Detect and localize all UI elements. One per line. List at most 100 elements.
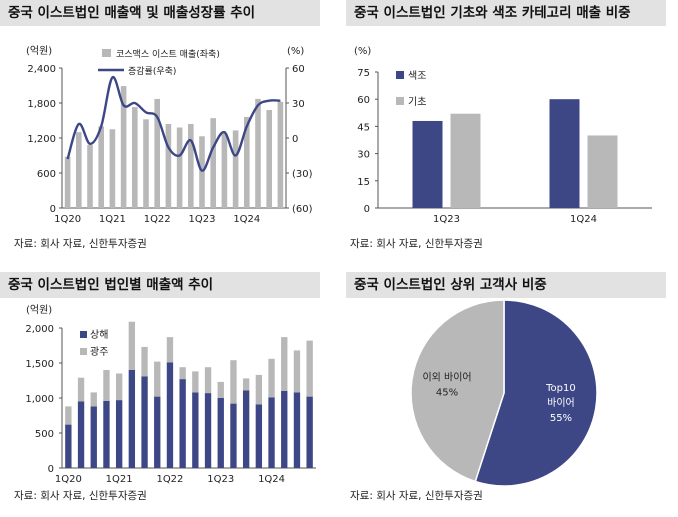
source-note: 자료: 회사 자료, 신한투자증권 (14, 490, 147, 502)
x-tick-label: 1Q23 (189, 214, 216, 225)
stacked-bar-광주 (293, 350, 301, 393)
stacked-bar-광주 (192, 371, 199, 393)
stacked-bar-상해 (293, 392, 301, 468)
pie-slice-label: 이외 바이어 (422, 371, 471, 383)
legend-label-growth: 증감률(우축) (128, 65, 176, 77)
y-tick-label: 0 (48, 464, 54, 475)
panel-title: 중국 이스트법인 상위 고객사 비중 (346, 272, 666, 298)
stacked-bar-상해 (115, 400, 123, 468)
stacked-bar-상해 (179, 379, 186, 468)
stacked-bar-상해 (230, 403, 237, 468)
right-tick-label: 30 (292, 99, 305, 110)
source-note: 자료: 회사 자료, 신한투자증권 (350, 490, 483, 502)
bar-기초 (587, 135, 618, 208)
panel-title: 중국 이스트법인 법인별 매출액 추이 (0, 272, 320, 298)
revenue-bar (64, 156, 71, 208)
source-note: 자료: 회사 자료, 신한투자증권 (14, 238, 147, 250)
stacked-bar-상해 (242, 390, 250, 468)
revenue-bar (98, 126, 104, 208)
revenue-bar (143, 119, 149, 208)
panel-title: 중국 이스트법인 매출액 및 매출성장률 추이 (0, 0, 320, 26)
legend-label-revenue: 코스맥스 이스트 매출(좌축) (116, 49, 220, 60)
legend-swatch-광주 (80, 348, 87, 355)
stacked-bar-광주 (154, 361, 161, 397)
revenue-bar (109, 129, 116, 208)
stacked-bar-광주 (242, 378, 250, 391)
revenue-bar (76, 132, 82, 208)
right-axis-unit: (%) (287, 46, 304, 57)
legend-swatch-색조 (396, 71, 404, 79)
revenue-bar (120, 86, 127, 208)
y-axis-unit: (억원) (26, 304, 52, 316)
bar-기초 (450, 113, 481, 208)
revenue-bar (165, 124, 172, 208)
stacked-bar-광주 (77, 377, 85, 402)
y-tick-label: 15 (357, 177, 370, 188)
stacked-bar-광주 (115, 373, 123, 401)
x-tick-label: 1Q23 (433, 214, 460, 225)
entity-revenue-chart: (억원) 0 500 1,000 1,500 2,000 1Q20 1Q21 1Q22 1Q23 1… (25, 304, 316, 485)
revenue-bar (87, 145, 93, 208)
pie-slice-label: 바이어 (547, 397, 575, 409)
stacked-bar-상해 (90, 406, 97, 468)
y-tick-label: 60 (357, 95, 370, 106)
revenue-bar (266, 110, 272, 208)
stacked-bar-상해 (154, 396, 161, 468)
left-tick-label: 1,800 (27, 99, 56, 110)
revenue-growth-chart: (억원) (%) 0 600 1,200 1,800 2,400 (60) (30) 0 30 60 1… (26, 45, 313, 225)
stacked-bar-광주 (204, 367, 212, 394)
left-axis-unit: (억원) (26, 45, 52, 57)
panel-top-customers: 중국 이스트법인 상위 고객사 비중 Top10 바이어 55% 이외 바이어 45% … (346, 272, 666, 517)
y-tick-label: 30 (357, 150, 370, 161)
panel-title: 중국 이스트법인 기초와 색조 카테고리 매출 비중 (346, 0, 666, 26)
left-tick-label: 2,400 (27, 64, 56, 75)
top-customers-pie: Top10 바이어 55% 이외 바이어 45% (410, 299, 598, 487)
stacked-bar-상해 (103, 400, 110, 468)
y-tick-label: 500 (35, 429, 54, 440)
stacked-bar-상해 (77, 401, 85, 468)
right-tick-label: 60 (292, 64, 305, 75)
stacked-bar-상해 (128, 370, 136, 468)
pie-slice-label: 45% (436, 387, 458, 398)
bar-색조 (412, 120, 443, 208)
y-tick-label: 45 (357, 122, 370, 133)
stacked-bar-상해 (268, 397, 275, 468)
pie-slice (474, 299, 598, 487)
y-tick-label: 0 (364, 204, 370, 215)
stacked-bar-광주 (217, 381, 224, 398)
legend-swatch-revenue (102, 49, 111, 57)
y-tick-label: 1,000 (25, 394, 54, 405)
stacked-bar-광주 (128, 321, 136, 370)
revenue-bar (132, 107, 138, 208)
right-tick-label: (60) (292, 204, 313, 215)
stacked-bar-광주 (268, 358, 275, 398)
x-tick-label: 1Q20 (55, 474, 82, 485)
revenue-bar (210, 118, 216, 208)
x-tick-label: 1Q24 (570, 214, 597, 225)
x-tick-label: 1Q22 (156, 474, 183, 485)
y-tick-label: 2,000 (25, 324, 54, 335)
stacked-bar-광주 (166, 337, 174, 363)
growth-rate-line (66, 76, 281, 172)
stacked-bar-상해 (204, 393, 212, 468)
revenue-bar (154, 98, 160, 208)
revenue-bar (176, 127, 183, 208)
right-tick-label: (30) (292, 169, 313, 180)
revenue-bar (255, 98, 261, 208)
revenue-bar (221, 133, 228, 208)
source-note: 자료: 회사 자료, 신한투자증권 (350, 238, 483, 250)
legend-swatch-기초 (396, 97, 404, 105)
left-tick-label: 600 (37, 169, 56, 180)
left-tick-label: 1,200 (27, 134, 56, 145)
stacked-bar-상해 (65, 424, 72, 468)
legend-swatch-상해 (80, 331, 87, 338)
revenue-bar (188, 124, 194, 208)
x-tick-label: 1Q24 (258, 474, 285, 485)
panel-category-mix: 중국 이스트법인 기초와 색조 카테고리 매출 비중 (%) 0 15 30 45 60 7… (346, 0, 666, 255)
x-tick-label: 1Q22 (144, 214, 171, 225)
y-axis-unit: (%) (354, 46, 371, 57)
stacked-bar-광주 (90, 392, 97, 407)
legend-label-기초: 기초 (408, 96, 426, 108)
y-tick-label: 1,500 (25, 359, 54, 370)
